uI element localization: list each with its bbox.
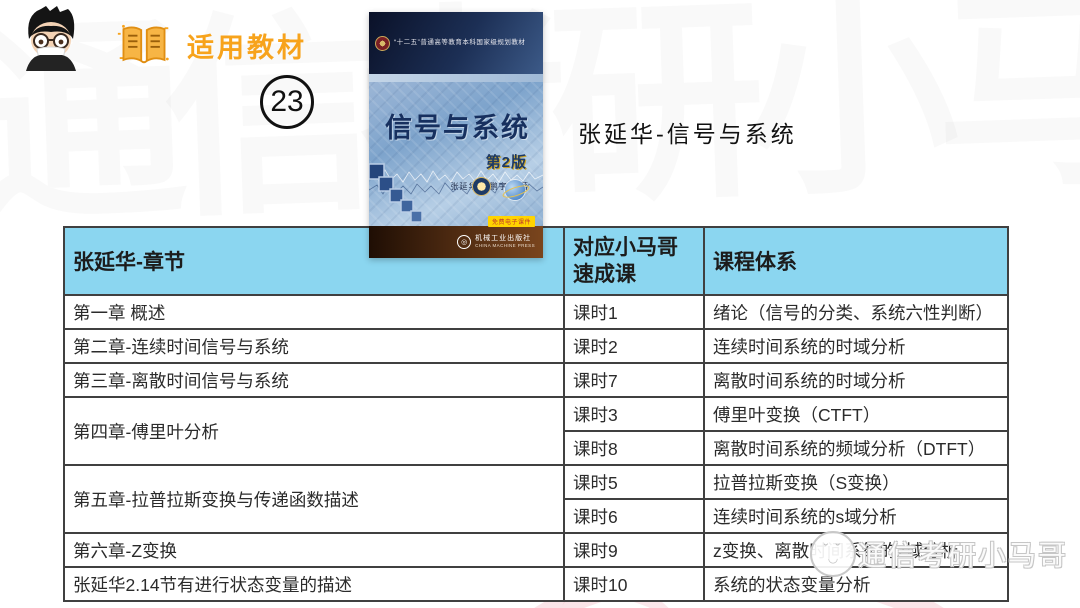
publisher-name: 机械工业出版社 [475, 235, 532, 243]
award-seal-icon [472, 177, 491, 196]
table-row: 第一章 概述 课时1 绪论（信号的分类、系统六性判断） [63, 294, 1009, 330]
open-book-icon [117, 24, 169, 64]
globe-logo-icon [505, 180, 525, 200]
chapter-cell: 第三章-离散时间信号与系统 [63, 362, 565, 398]
book-publisher-band: ◎ 机械工业出版社 CHINA MACHINE PRESS [369, 226, 543, 258]
ebook-tag: 免费电子课件 [487, 216, 535, 227]
book-title: 信号与系统 [385, 113, 530, 143]
topic-cell: 绪论（信号的分类、系统六性判断） [703, 294, 1009, 330]
chapter-cell: 第六章-Z变换 [63, 532, 565, 568]
chapter-cell: 第五章-拉普拉斯变换与传递函数描述 [63, 464, 565, 534]
book-main-area: 信号与系统 第2版 张延华 刘鹏宇 编著 [369, 82, 543, 226]
table-header-row: 张延华-章节 对应小马哥 速成课 课程体系 [63, 226, 1009, 296]
book-band-gap [369, 74, 543, 82]
lesson-cell: 课时6 [563, 498, 705, 534]
slide-number-badge: 23 [260, 75, 314, 129]
topic-cell: 拉普拉斯变换（S变换） [703, 464, 1009, 500]
lesson-cell: 课时8 [563, 430, 705, 466]
topic-cell: 连续时间系统的s域分析 [703, 498, 1009, 534]
publisher-name-en: CHINA MACHINE PRESS [475, 243, 535, 249]
header-course-system: 课程体系 [703, 226, 1009, 296]
table-row: 课时6 连续时间系统的s域分析 [64, 498, 1009, 534]
book-reference-label: 张延华-信号与系统 [578, 122, 797, 148]
topic-cell: 傅里叶变换（CTFT） [703, 396, 1009, 432]
table-row: 张延华2.14节有进行状态变量的描述 课时10 系统的状态变量分析 [63, 566, 1009, 602]
chapter-cell: 第二章-连续时间信号与系统 [63, 328, 565, 364]
topic-cell: 系统的状态变量分析 [703, 566, 1009, 602]
chapter-cell: 第四章-傅里叶分析 [63, 396, 565, 466]
tag-label: 适用教材 [187, 32, 307, 63]
table-body: 第一章 概述 课时1 绪论（信号的分类、系统六性判断） 第二章-连续时间信号与系统 课时… [63, 294, 1009, 602]
lesson-cell: 课时1 [563, 294, 705, 330]
mascot-face-icon [810, 531, 856, 577]
topic-cell: 离散时间系统的频域分析（DTFT） [703, 430, 1009, 466]
header-lesson: 对应小马哥 速成课 [563, 226, 705, 296]
topic-cell: 连续时间系统的时域分析 [703, 328, 1009, 364]
lesson-cell: 课时5 [563, 464, 705, 500]
table-row: 第四章-傅里叶分析 课时3 傅里叶变换（CTFT） [63, 396, 1009, 466]
pixel-steps-decoration [369, 163, 423, 223]
table-row: 第三章-离散时间信号与系统 课时7 离散时间系统的时域分析 [63, 362, 1009, 398]
lesson-cell: 课时10 [563, 566, 705, 602]
lesson-cell: 课时3 [563, 396, 705, 432]
chapter-cell: 第一章 概述 [63, 294, 565, 330]
table-row: 第五章-拉普拉斯变换与传递函数描述 课时5 拉普拉斯变换（S变换） [63, 464, 1009, 534]
book-cover: “十二五”普通高等教育本科国家级规划教材 信号与系统 第2版 张延华 刘鹏宇 编… [369, 12, 543, 258]
brand-watermark-text: 通信考研小马哥 [858, 540, 1069, 571]
chapter-cell: 张延华2.14节有进行状态变量的描述 [63, 566, 565, 602]
topic-cell: 离散时间系统的时域分析 [703, 362, 1009, 398]
brand-watermark: 通信考研小马哥 [810, 531, 1068, 577]
table-row: 第二章-连续时间信号与系统 课时2 连续时间系统的时域分析 [63, 328, 1009, 364]
publisher-logo-icon: ◎ [457, 235, 472, 249]
book-top-band: “十二五”普通高等教育本科国家级规划教材 [369, 12, 543, 74]
lesson-cell: 课时7 [563, 362, 705, 398]
table-row: 课时8 离散时间系统的频域分析（DTFT） [64, 430, 1009, 466]
lesson-cell: 课时9 [563, 532, 705, 568]
brand-tag: 适用教材 [116, 21, 307, 69]
book-series-text: “十二五”普通高等教育本科国家级规划教材 [394, 39, 526, 47]
series-seal-icon [375, 35, 390, 51]
book-edition: 第2版 [485, 154, 527, 171]
avatar [26, 6, 76, 71]
chapter-mapping-table: 张延华-章节 对应小马哥 速成课 课程体系 第一章 概述 课时1 绪论（信号的分类、… [63, 226, 1009, 602]
lesson-cell: 课时2 [563, 328, 705, 364]
